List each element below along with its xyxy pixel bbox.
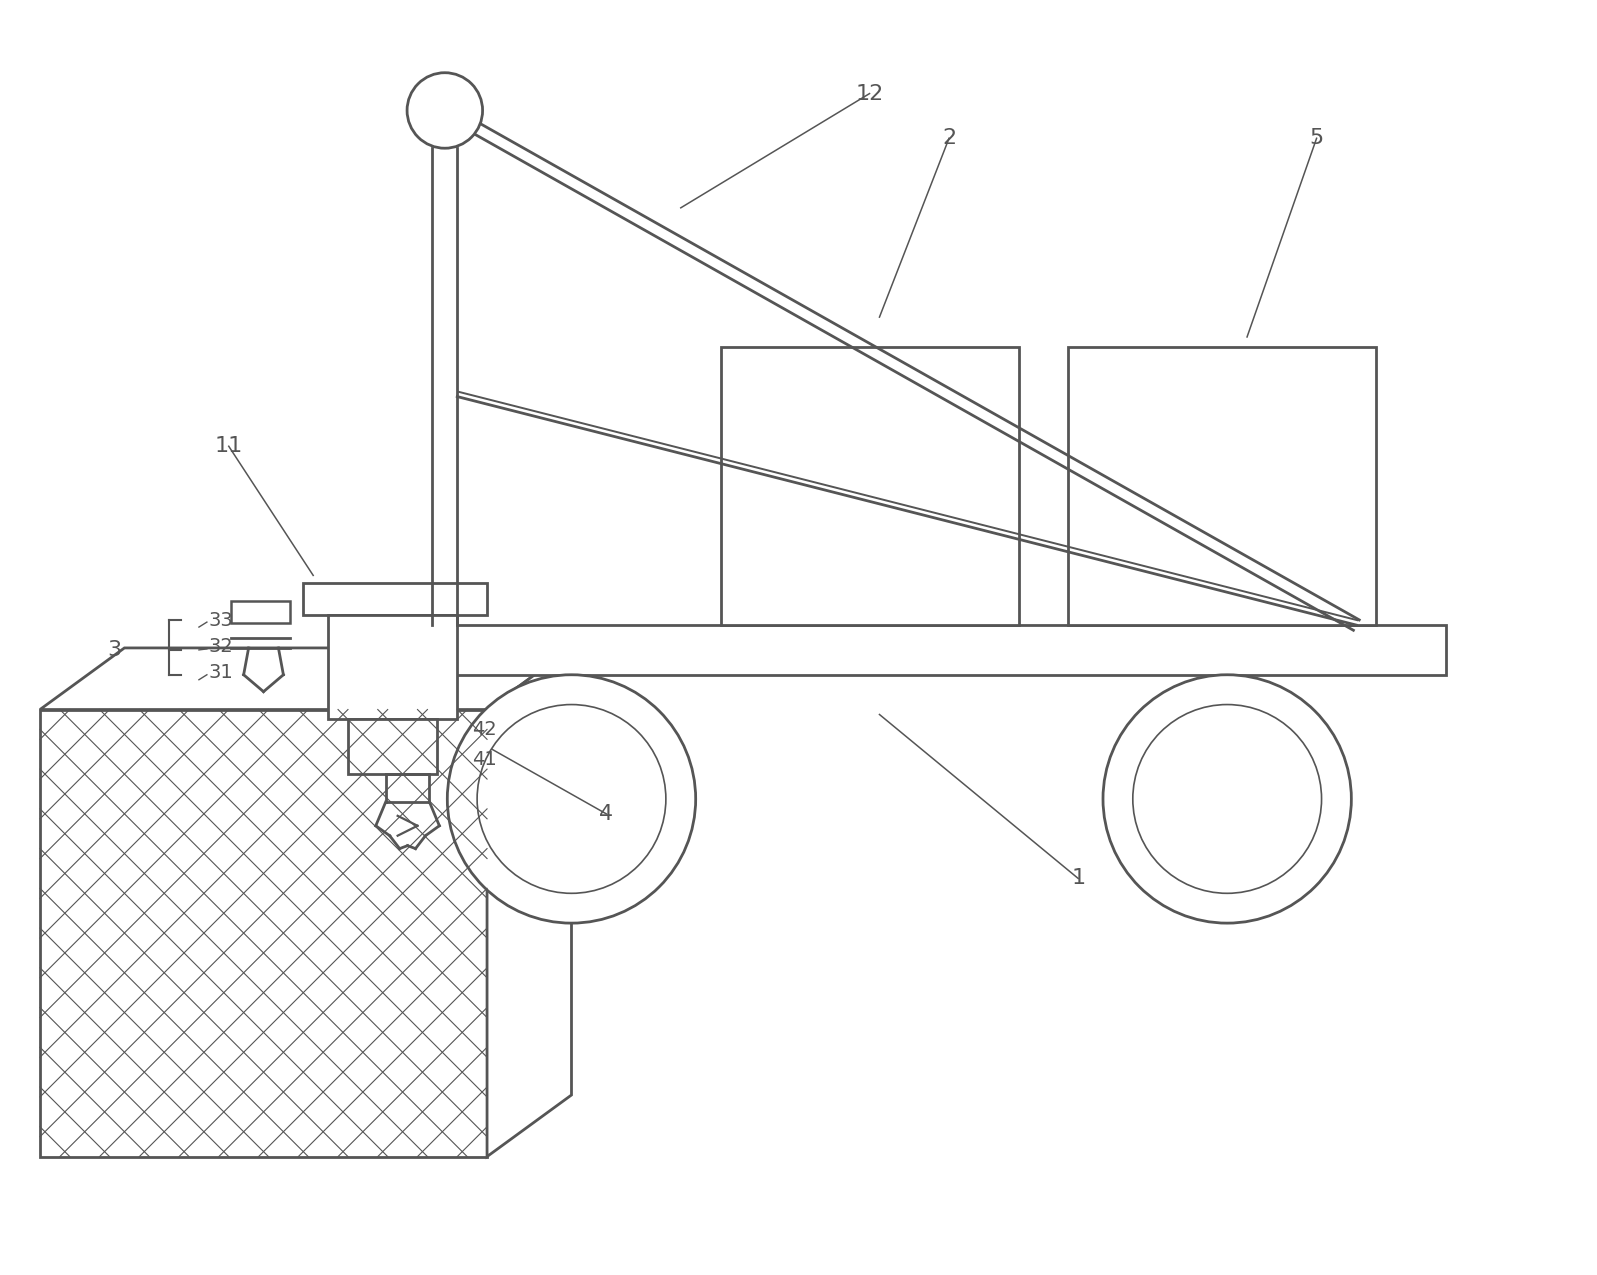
Polygon shape bbox=[487, 648, 572, 1156]
Text: 41: 41 bbox=[473, 750, 497, 769]
Text: 33: 33 bbox=[209, 611, 233, 630]
Bar bbox=[303, 584, 487, 615]
Text: 3: 3 bbox=[107, 640, 121, 660]
Text: 11: 11 bbox=[214, 436, 243, 456]
Circle shape bbox=[1104, 674, 1351, 923]
Circle shape bbox=[1132, 705, 1322, 894]
Bar bbox=[1068, 347, 1377, 625]
Text: 31: 31 bbox=[209, 663, 233, 682]
Text: 2: 2 bbox=[942, 129, 957, 148]
Bar bbox=[720, 347, 1019, 625]
Bar bbox=[348, 719, 438, 774]
Bar bbox=[327, 615, 457, 719]
Text: 12: 12 bbox=[856, 84, 883, 103]
Polygon shape bbox=[40, 709, 487, 1156]
Polygon shape bbox=[40, 648, 572, 709]
Text: 32: 32 bbox=[209, 638, 233, 657]
Text: 5: 5 bbox=[1310, 129, 1324, 148]
Circle shape bbox=[407, 73, 482, 148]
Text: 1: 1 bbox=[1072, 868, 1086, 889]
Text: 4: 4 bbox=[599, 803, 613, 824]
Text: 42: 42 bbox=[473, 720, 497, 739]
Circle shape bbox=[478, 705, 666, 894]
Bar bbox=[353, 625, 1445, 674]
Bar bbox=[230, 602, 291, 623]
Circle shape bbox=[447, 674, 696, 923]
